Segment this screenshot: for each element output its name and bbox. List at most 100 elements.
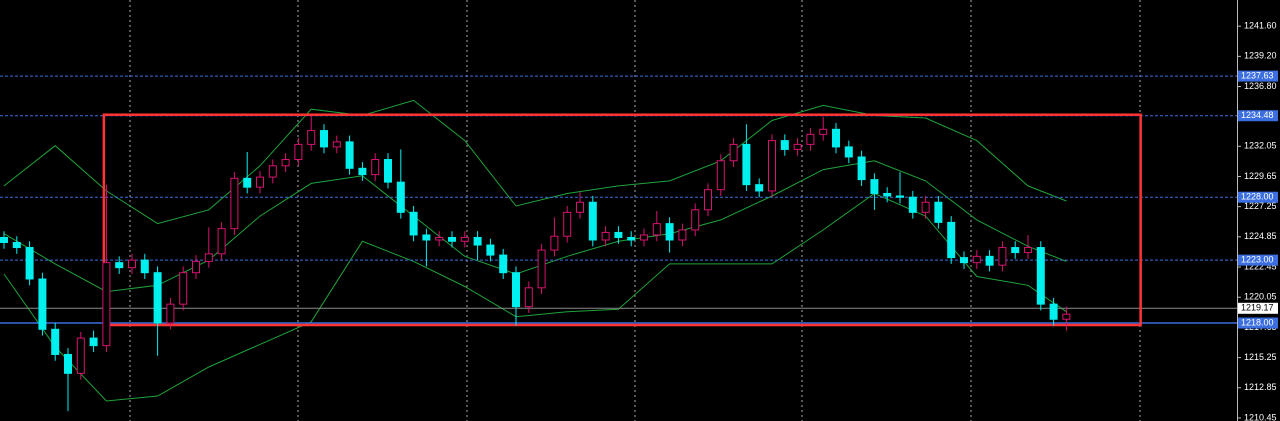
candle-body [998,247,1007,266]
candle-body [1024,247,1032,254]
candle-body [704,189,712,211]
candle-body [268,165,277,178]
candle-body [64,353,72,374]
candle-body [281,158,290,167]
y-tick-label: 1232.05 [1244,141,1277,151]
candle-body [25,247,34,280]
candle-body [499,254,508,274]
candle-body [614,231,623,238]
candle-body [307,130,316,145]
candle-body [51,328,60,355]
candle-body [563,211,572,237]
candle-body [332,141,341,148]
candle-body [192,260,200,274]
y-tick-label: 1227.25 [1244,201,1277,211]
y-tick-label: 1215.25 [1244,352,1277,362]
candle-body [448,236,456,242]
candle-body [960,257,968,264]
last-price-box [1238,302,1278,314]
candle-body [678,229,687,241]
candle-body [524,287,533,308]
candle-body [166,303,175,324]
candle-body [627,236,636,241]
band-line [3,192,1067,402]
candle-body [243,177,252,188]
candle-body [601,231,610,241]
candle-body [12,242,21,249]
candle-body [640,234,648,241]
y-tick-label: 1222.45 [1244,261,1277,271]
candle-body [755,184,764,192]
y-tick-label: 1210.45 [1244,412,1277,421]
level-label: 1223.00 [1241,254,1274,264]
level-label-box [1238,317,1278,329]
candle-body [256,176,264,188]
candle-body [934,201,943,223]
candle-body [832,128,840,148]
candle-body [0,236,8,244]
y-tick-label: 1220.05 [1244,292,1277,302]
candle-body [780,140,789,150]
candle-body [550,235,559,251]
range-rectangle [102,113,1142,327]
candle-body [486,244,495,256]
candle-body [140,259,149,274]
level-label: 1237.63 [1241,70,1274,80]
candle-body [985,255,994,266]
candle-body [588,201,597,241]
candle-body [422,234,431,241]
y-tick-label: 1224.85 [1244,231,1277,241]
candle-body [768,140,776,192]
candle-body [396,181,405,213]
last-price-label: 1219.17 [1241,303,1274,313]
candle-body [806,133,815,145]
candle-body [460,236,469,242]
level-label-box [1238,70,1278,82]
candle-body [1062,313,1071,320]
candle-body [729,143,738,162]
candle-body [1036,247,1045,305]
band-line [3,99,1067,225]
candle-body [908,196,917,213]
level-label-box [1238,110,1278,122]
candle-body [435,236,444,241]
candle-body [716,160,725,191]
candle-body [512,272,520,308]
candle-body [102,262,111,347]
candle-body [473,236,482,246]
level-label: 1228.00 [1241,192,1274,202]
y-tick-label: 1212.85 [1244,382,1277,392]
candle-body [371,158,380,176]
candle-body [819,128,828,135]
level-label-box [1238,191,1278,203]
candle-body [153,272,162,324]
y-tick-label: 1241.60 [1244,21,1277,31]
candle-body [128,259,136,269]
candle-body [1011,247,1020,254]
candle-body [652,223,661,236]
y-tick-label: 1236.80 [1244,81,1277,91]
candle-body [947,221,956,259]
y-tick-label: 1229.65 [1244,171,1277,181]
candle-body [294,143,303,160]
candle-body [204,253,213,262]
candle-body [691,209,700,231]
candle-body [384,158,392,183]
candle-body [217,228,226,255]
candle-body [230,177,239,230]
candle-body [576,201,584,213]
level-label: 1234.48 [1241,110,1274,120]
y-tick-label: 1239.20 [1244,51,1277,61]
candle-body [409,211,418,236]
candle-body [358,167,367,176]
candle-body [742,143,751,186]
candle-body [896,195,904,198]
candle-body [665,223,674,241]
candle-body [89,337,98,347]
candle-body [972,255,981,264]
level-label: 1218.00 [1241,317,1274,327]
candle-body [76,337,85,374]
level-label-box [1238,254,1278,266]
candle-body [537,249,546,289]
